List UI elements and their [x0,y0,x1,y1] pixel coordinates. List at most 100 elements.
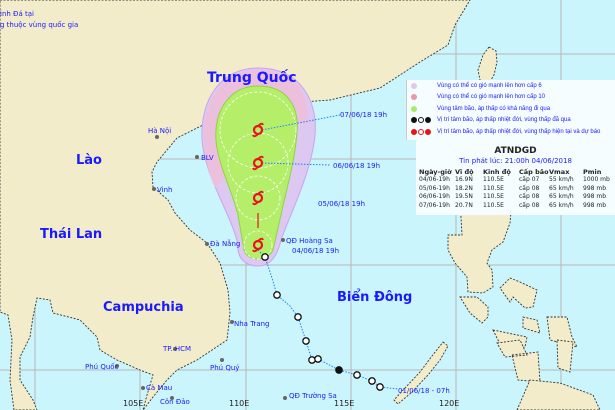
palawan [393,341,449,405]
header-level: Cấp bão [519,168,549,176]
label-phu-quoc: Phú Quốc [85,363,119,371]
table-row: 05/06-19h 18.2N 110.5E cấp 08 65 km/h 998 mb [416,185,615,194]
forecast-label-0706: 07/06/18 19h [340,111,387,119]
forecast-storm-markers [252,122,264,253]
label-hanoi: Hà Nội [148,127,171,135]
panay [522,316,541,334]
label-hoang-sa: QĐ Hoàng Sa [286,237,333,245]
taiwan [477,46,498,86]
mainland-asia [0,0,471,410]
table-cell: cấp 08 [519,193,540,200]
header-pmin: Pmin [583,168,602,176]
header-latitude: Vĩ độ [455,168,474,176]
header-longitude: Kinh độ [483,168,511,176]
table-cell: 05/06-19h [419,184,450,192]
forecast-label-0606: 06/06/18 19h [333,162,380,170]
header-vmax: Vmax [549,168,570,176]
label-phu-quy: Phú Quý [210,364,239,372]
table-cell: 998 mb [583,201,607,209]
track-start-label: 01/06/18 - 07h [398,387,450,395]
red-storm-symbols-icon [411,128,433,135]
legend-label: Vùng có thể có gió mạnh lên hơn cấp 6 [437,82,542,89]
table-cell: 998 mb [583,184,607,192]
past-track-points [261,253,384,391]
corner-note-1: inh Đá tại [0,10,34,18]
issued-time: Tin phát lúc: 21:00h 04/06/2018 [459,157,572,165]
legend-label: Vị trí tâm bão, áp thấp nhiệt đới, vùng … [437,117,571,124]
table-header: Ngày-giờ Vĩ độ Kinh độ Cấp bão Vmax Pmin [416,168,615,176]
pink-circle-icon [411,94,417,101]
table-cell: 65 km/h [549,201,574,209]
header-datetime: Ngày-giờ [419,168,452,176]
corner-note-2: g thuộc vùng quốc gia [0,21,78,29]
table-cell: 110.5E [483,176,504,183]
storm-marker-icon [252,155,264,171]
past-position-icon [302,337,310,345]
samar [546,316,578,348]
past-position-icon [335,366,343,374]
table-cell: 65 km/h [549,184,574,192]
table-cell: 110.5E [483,193,504,200]
past-position-icon [273,291,281,299]
luzon [447,199,513,294]
bicol [499,277,538,309]
forecast-label-0506: 05/06/18 19h [318,200,365,208]
forecast-table: ATNDGD Tin phát lúc: 21:00h 04/06/2018 N… [416,140,615,215]
legend-item: Vùng có thể có gió mạnh lên hơn cấp 6 [407,80,615,92]
legend-item: Vị trí tâm bão, áp thấp nhiệt đới, vùng … [407,126,615,138]
forecast-leader-lines [261,114,341,166]
table-row: 04/06-19h 16.9N 110.5E cấp 07 55 km/h 1000 mb [416,176,615,185]
storm-marker-icon [252,190,264,206]
past-position-icon [368,377,376,385]
table-cell: 55 km/h [549,176,574,183]
label-hcm: TP. HCM [162,345,191,353]
label-nha-trang: Nha Trang [234,320,269,328]
legend-item: Vùng có thể có gió mạnh lên hơn cấp 10 [407,92,615,104]
table-cell: 110.5E [483,184,504,192]
longitude-120: 120E [439,399,459,408]
table-row: 06/06-19h 19.5N 110.5E cấp 08 65 km/h 998 mb [416,193,615,202]
longitude-105: 105E [123,399,143,408]
label-vinh: Vinh [157,186,172,194]
legend-item: Vùng tâm bão, áp thấp có khả năng đi qua [407,103,615,115]
table-cell: 20.7N [455,201,473,209]
legend-label: Vị trí tâm bão, áp thấp nhiệt đới, vùng … [437,128,601,135]
legend-item: Vị trí tâm bão, áp thấp nhiệt đới, vùng … [407,115,615,127]
green-circle-icon [411,105,417,112]
storm-marker-icon [252,122,264,138]
past-position-icon [376,383,384,391]
past-position-icon [261,253,269,261]
place-dots [115,135,287,400]
storm-marker-icon [252,237,264,253]
table-cell: 06/06-19h [419,193,450,200]
longitude-115: 115E [334,399,354,408]
past-position-icon [308,356,316,364]
label-ca-mau: Cà Mau [146,384,172,392]
mindoro [459,296,489,324]
longitude-110: 110E [229,399,249,408]
table-cell: 19.5N [455,193,473,200]
past-position-icon [294,313,302,321]
black-storm-symbols-icon [411,117,433,124]
table-cell: 16.9N [455,176,473,183]
table-cell: 110.5E [483,201,504,209]
table-cell: 1000 mb [583,176,610,183]
mindanao [516,379,601,410]
gulf-of-thailand [20,298,153,410]
forecast-label-0406: 04/06/18 19h [292,247,339,255]
table-cell: 07/06-19h [419,201,450,209]
label-truong-sa: QĐ Trường Sa [289,392,337,400]
table-cell: 65 km/h [549,193,574,200]
legend-label: Vùng có thể có gió mạnh lên hơn cấp 10 [437,94,546,101]
past-position-icon [353,371,361,379]
purple-circle-icon [411,82,417,89]
table-cell: 04/06-19h [419,176,450,183]
past-position-icon [314,355,322,363]
label-con-dao: Côn Đảo [160,398,190,406]
table-cell: 18.2N [455,184,473,192]
legend-label: Vùng tâm bão, áp thấp có khả năng đi qua [437,105,551,112]
table-title: ATNDGD [494,146,537,156]
label-cambodia: Campuchia [103,300,184,315]
table-row: 07/06-19h 20.7N 110.5E cấp 08 65 km/h 998 mb [416,202,615,211]
label-laos: Lào [76,153,102,168]
